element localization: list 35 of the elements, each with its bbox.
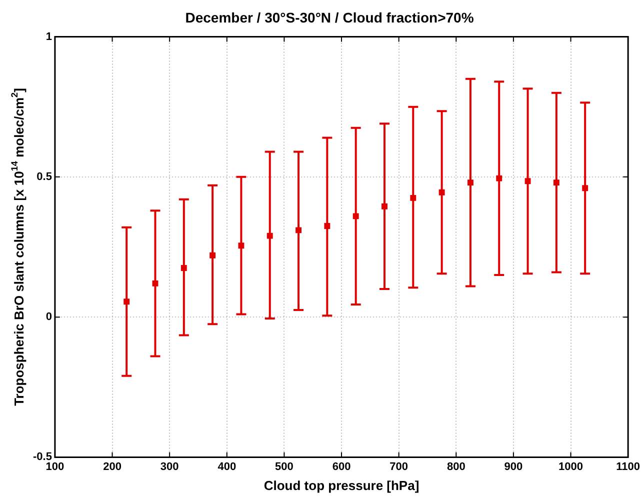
- x-tick-label: 800: [446, 460, 466, 473]
- x-tick-label: 1000: [558, 460, 583, 473]
- y-tick-label: 0.5: [36, 170, 52, 183]
- y-tick-label: 1: [46, 30, 52, 43]
- point: [324, 223, 330, 229]
- x-tick-label: 100: [46, 460, 64, 473]
- x-tick-label: 300: [160, 460, 179, 473]
- point: [467, 180, 474, 186]
- point: [410, 194, 416, 201]
- x-axis-title: Cloud top pressure [hPa]: [264, 478, 420, 493]
- x-tick-label: 900: [504, 460, 523, 473]
- point: [180, 265, 187, 271]
- y-tick-label: -0.5: [32, 451, 52, 464]
- point: [582, 185, 588, 192]
- x-tick-label: 400: [218, 460, 236, 473]
- point: [438, 189, 445, 196]
- x-tick-label: 1100: [616, 460, 640, 473]
- x-tick-label: 200: [103, 460, 122, 473]
- point: [238, 242, 244, 249]
- point: [266, 232, 273, 239]
- x-tick-label: 700: [390, 460, 408, 473]
- point: [124, 298, 130, 305]
- point: [496, 175, 502, 182]
- point: [553, 180, 560, 186]
- point: [352, 213, 359, 220]
- x-tick-label: 500: [275, 460, 294, 473]
- point: [382, 203, 388, 210]
- x-tick-label: 600: [332, 460, 351, 473]
- y-tick-label: 0: [46, 311, 52, 324]
- point: [524, 178, 531, 184]
- point: [152, 280, 158, 286]
- y-axis-title: Tropospheric BrO slant columns [x 1014 molec/cm2]: [9, 88, 27, 406]
- point: [296, 227, 302, 234]
- point: [210, 252, 216, 258]
- chart-title: December / 30°S-30°N / Cloud fraction>70%: [185, 9, 474, 26]
